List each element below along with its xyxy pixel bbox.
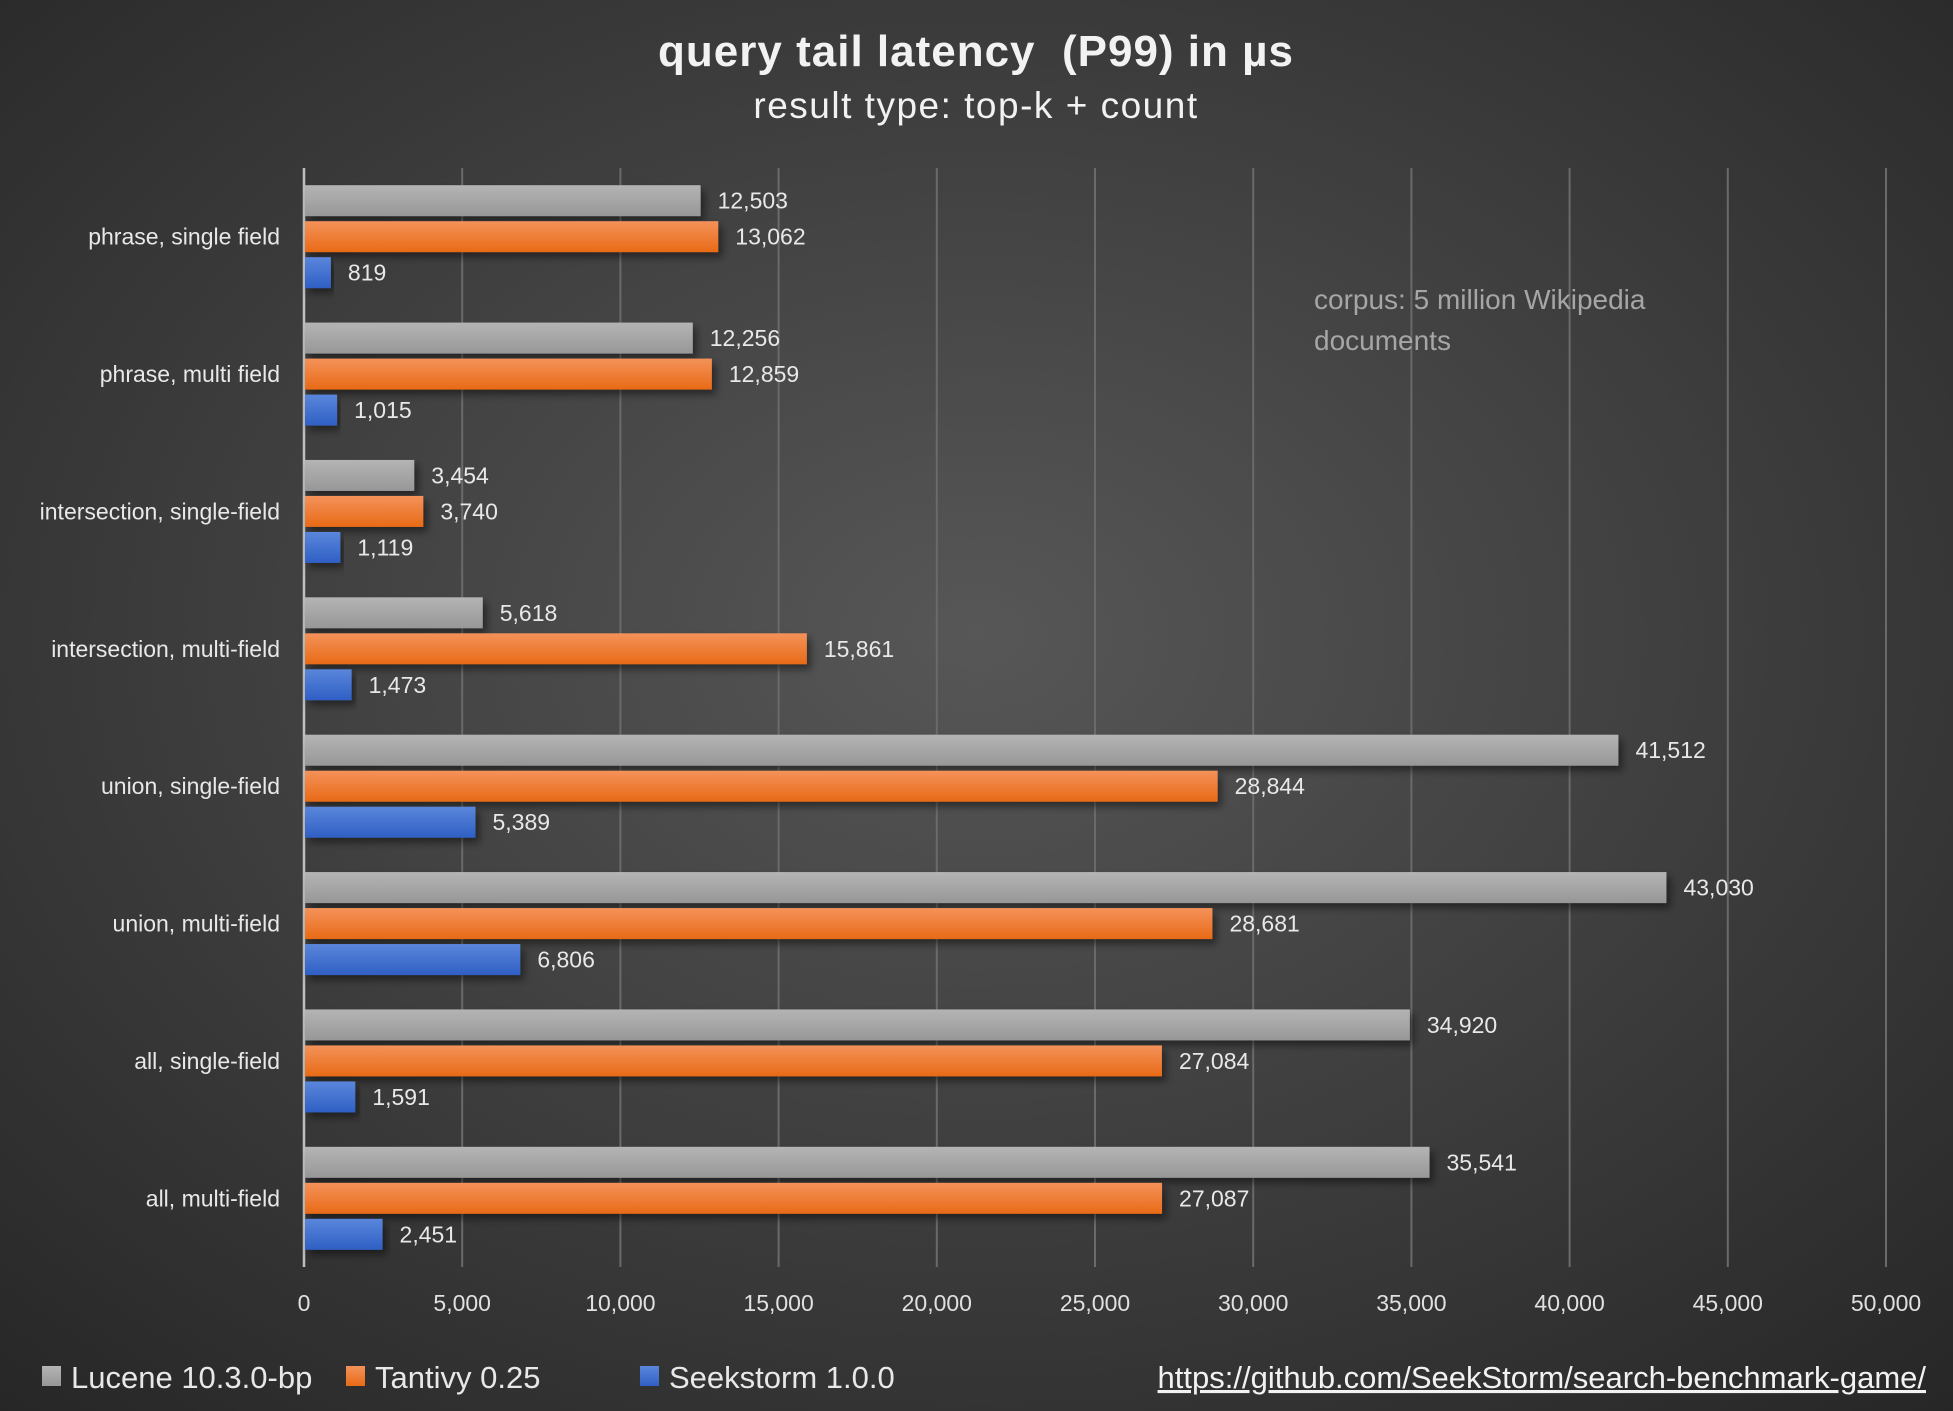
annotation-line-1: corpus: 5 million Wikipedia <box>1314 284 1646 315</box>
bar-seekstorm <box>305 531 341 563</box>
x-tick-label: 30,000 <box>1218 1290 1288 1316</box>
bar-seekstorm <box>305 669 352 701</box>
bar-lucene <box>305 597 483 629</box>
category-label: all, single-field <box>134 1048 280 1074</box>
bar-lucene <box>305 185 701 217</box>
legend-swatch <box>42 1366 61 1386</box>
chart-title: query tail latency (P99) in µs <box>658 27 1294 76</box>
data-label: 2,451 <box>400 1221 458 1247</box>
data-label: 3,454 <box>431 462 489 488</box>
category-label: union, single-field <box>101 773 280 799</box>
bar-tantivy <box>305 495 424 527</box>
annotation-line-2: documents <box>1314 325 1451 356</box>
bar-lucene <box>305 1009 1410 1041</box>
category-label: intersection, multi-field <box>51 636 280 662</box>
data-label: 1,015 <box>354 397 412 423</box>
x-tick-label: 50,000 <box>1851 1290 1921 1316</box>
bar-tantivy <box>305 770 1218 802</box>
bar-tantivy <box>305 1182 1163 1214</box>
data-label: 13,062 <box>735 224 805 250</box>
github-link[interactable]: https://github.com/SeekStorm/search-benc… <box>1158 1360 1927 1395</box>
bar-seekstorm <box>305 1081 356 1113</box>
legend-label: Lucene 10.3.0-bp <box>71 1360 312 1395</box>
data-label: 819 <box>348 260 386 286</box>
x-tick-label: 5,000 <box>433 1290 491 1316</box>
category-label: phrase, multi field <box>100 361 280 387</box>
bar-tantivy <box>305 358 712 390</box>
data-label: 28,681 <box>1229 911 1299 937</box>
data-label: 1,119 <box>357 534 413 560</box>
category-label: all, multi-field <box>146 1185 280 1211</box>
x-tick-label: 0 <box>298 1290 311 1316</box>
bar-seekstorm <box>305 394 338 426</box>
x-tick-label: 40,000 <box>1534 1290 1604 1316</box>
chart-subtitle: result type: top-k + count <box>753 85 1198 126</box>
x-tick-label: 20,000 <box>902 1290 972 1316</box>
legend-swatch <box>640 1366 659 1386</box>
category-label: union, multi-field <box>113 911 280 937</box>
x-tick-label: 35,000 <box>1376 1290 1446 1316</box>
bar-lucene <box>305 1146 1430 1178</box>
legend-swatch <box>346 1366 365 1386</box>
data-label: 12,256 <box>710 325 780 351</box>
x-tick-label: 15,000 <box>743 1290 813 1316</box>
data-label: 27,087 <box>1179 1185 1249 1211</box>
legend-label: Tantivy 0.25 <box>375 1360 540 1395</box>
data-label: 41,512 <box>1635 737 1705 763</box>
bar-seekstorm <box>305 1218 383 1250</box>
data-label: 43,030 <box>1683 875 1753 901</box>
bar-tantivy <box>305 221 719 253</box>
x-tick-label: 25,000 <box>1060 1290 1130 1316</box>
data-label: 1,591 <box>372 1084 430 1110</box>
data-label: 12,503 <box>718 188 788 214</box>
data-label: 12,859 <box>729 361 799 387</box>
bar-lucene <box>305 872 1667 904</box>
bar-lucene <box>305 322 693 354</box>
bar-tantivy <box>305 633 807 665</box>
data-label: 1,473 <box>369 672 427 698</box>
data-label: 35,541 <box>1447 1149 1517 1175</box>
x-tick-label: 45,000 <box>1693 1290 1763 1316</box>
x-tick-label: 10,000 <box>585 1290 655 1316</box>
bar-seekstorm <box>305 944 521 976</box>
bar-tantivy <box>305 1045 1162 1077</box>
data-label: 15,861 <box>824 636 894 662</box>
legend-label: Seekstorm 1.0.0 <box>669 1360 895 1395</box>
data-label: 34,920 <box>1427 1012 1497 1038</box>
data-label: 27,084 <box>1179 1048 1250 1074</box>
bar-seekstorm <box>305 806 476 838</box>
bar-tantivy <box>305 908 1213 940</box>
data-label: 5,389 <box>493 809 551 835</box>
category-label: phrase, single field <box>88 224 280 250</box>
data-label: 5,618 <box>500 600 558 626</box>
bar-seekstorm <box>305 257 331 289</box>
data-label: 6,806 <box>537 947 595 973</box>
bar-lucene <box>305 459 415 491</box>
category-label: intersection, single-field <box>40 498 280 524</box>
data-label: 3,740 <box>440 498 498 524</box>
bar-lucene <box>305 734 1619 766</box>
data-label: 28,844 <box>1235 773 1306 799</box>
